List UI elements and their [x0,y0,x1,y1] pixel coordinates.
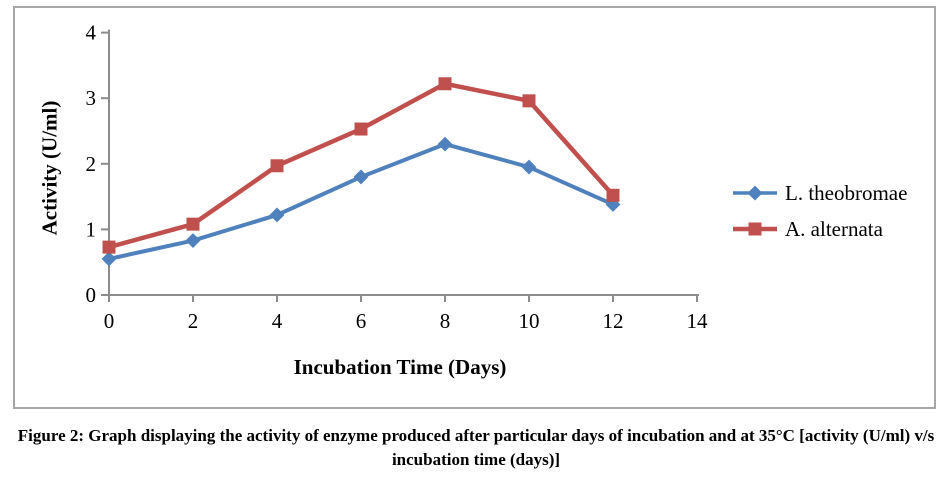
legend-label-l-theobromae: L. theobromae [785,180,908,205]
chart-legend: L. theobromae A. alternata [733,175,907,247]
data-point-marker [185,233,201,248]
x-tick-label: 4 [272,309,283,333]
figure-caption: Figure 2: Graph displaying the activity … [17,426,935,469]
series-line-0 [108,142,614,261]
legend-line-square-icon [733,222,777,236]
data-point-marker [270,159,284,173]
data-point-marker [521,159,537,175]
x-axis-title: Incubation Time (Days) [293,355,507,379]
x-tick-label: 2 [188,309,199,333]
x-tick-label: 8 [440,309,451,333]
x-tick-label: 12 [603,309,624,333]
data-point-marker [354,122,368,136]
data-point-marker [353,169,369,185]
y-tick-label: 4 [86,21,97,45]
data-point-marker [101,251,117,267]
x-tick-label: 10 [519,309,540,333]
x-tick-label: 0 [104,309,115,333]
data-point-marker [102,240,116,254]
legend-label-a-alternata: A. alternata [785,216,883,241]
y-tick-label: 2 [86,152,97,176]
x-tick-label: 6 [356,309,367,333]
y-tick-label: 0 [86,283,97,307]
chart-frame [13,6,936,409]
data-point-marker [606,188,620,202]
legend-item-l-theobromae: L. theobromae [733,175,907,211]
legend-item-a-alternata: A. alternata [733,211,907,247]
y-tick-label: 3 [86,86,97,110]
data-point-marker [437,136,453,152]
data-point-marker [438,77,452,91]
data-point-marker [186,217,200,231]
legend-line-diamond-icon [733,185,777,201]
data-point-marker [522,94,536,108]
y-tick-label: 1 [86,217,97,241]
series-line-1 [108,81,615,250]
y-axis-title: Activity (U/ml) [37,100,62,236]
x-tick-label: 14 [687,309,709,333]
data-point-marker [269,207,285,223]
